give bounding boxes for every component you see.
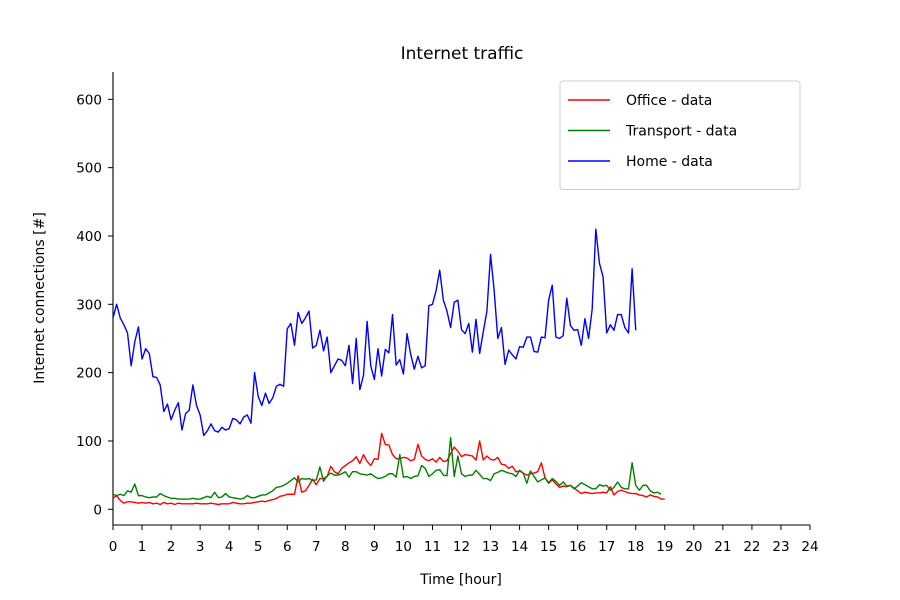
x-tick-label: 5 (254, 539, 263, 555)
y-axis-label: Internet connections [#] (32, 212, 48, 384)
x-tick-label: 17 (598, 539, 615, 555)
x-tick-label: 14 (511, 539, 528, 555)
x-tick-label: 4 (225, 539, 234, 555)
x-tick-label: 24 (801, 539, 818, 555)
y-tick-label: 500 (76, 161, 102, 177)
series-line-home-data (112, 228, 637, 437)
x-tick-label: 8 (341, 539, 350, 555)
y-tick-label: 200 (76, 366, 102, 382)
x-tick-label: 9 (370, 539, 379, 555)
x-tick-label: 6 (283, 539, 292, 555)
x-tick-label: 15 (540, 539, 557, 555)
y-tick-label: 400 (76, 229, 102, 245)
legend-entry-label: Office - data (626, 93, 712, 109)
legend-entry-label: Home - data (626, 154, 713, 170)
x-tick-label: 23 (772, 539, 789, 555)
plot-area (112, 228, 665, 506)
chart-title: Internet traffic (401, 44, 524, 64)
legend-box (559, 80, 801, 190)
series-line-office-data (112, 432, 665, 506)
x-tick-label: 0 (109, 539, 118, 555)
series-line-transport-data (112, 436, 662, 500)
x-tick-label: 7 (312, 539, 321, 555)
x-tick-label: 20 (685, 539, 702, 555)
x-tick-label: 21 (714, 539, 731, 555)
x-tick-label: 16 (569, 539, 586, 555)
y-tick-label: 100 (76, 434, 102, 450)
y-axis-ticks: 0 100 200 300 400 500 600 (76, 92, 113, 518)
x-tick-label: 19 (656, 539, 673, 555)
y-tick-label: 600 (76, 92, 102, 108)
x-tick-label: 22 (743, 539, 760, 555)
y-tick-label: 300 (76, 297, 102, 313)
x-tick-label: 1 (138, 539, 147, 555)
x-tick-label: 11 (424, 539, 441, 555)
x-tick-label: 18 (627, 539, 644, 555)
x-tick-label: 12 (453, 539, 470, 555)
x-axis-label: Time [hour] (419, 572, 502, 588)
x-tick-label: 2 (167, 539, 176, 555)
x-tick-label: 10 (395, 539, 412, 555)
x-axis-ticks: 0 1 2 3 4 5 6 7 8 9 10 11 12 13 14 15 16 17 18 19 20 21 22 23 24 (109, 525, 819, 555)
legend-entry-label: Transport - data (625, 124, 737, 140)
legend: Office - data Transport - data Home - data (559, 80, 801, 190)
x-tick-label: 3 (196, 539, 205, 555)
y-tick-label: 0 (93, 502, 102, 518)
x-tick-label: 13 (482, 539, 499, 555)
